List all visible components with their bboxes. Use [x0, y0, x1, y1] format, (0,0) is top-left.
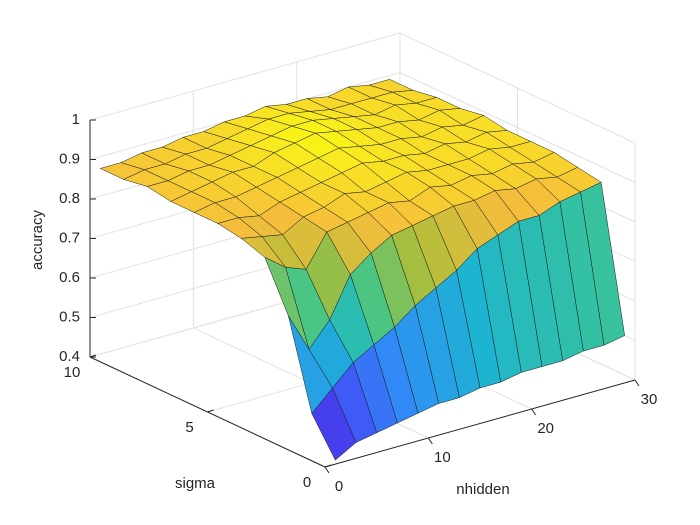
- x-tick: [634, 379, 640, 387]
- z-axis-label: accuracy: [29, 209, 46, 270]
- z-tick-label: 0.6: [59, 269, 80, 286]
- z-tick-label: 0.4: [59, 348, 80, 365]
- y-tick-label: 10: [64, 364, 81, 381]
- y-tick-label: 0: [303, 474, 311, 491]
- x-tick: [427, 437, 433, 445]
- z-tick-label: 1: [72, 111, 80, 128]
- x-tick-label: 20: [537, 420, 554, 437]
- x-tick-label: 10: [434, 449, 451, 466]
- y-tick: [207, 409, 214, 413]
- x-axis-label: nhidden: [456, 481, 509, 498]
- x-tick: [531, 408, 537, 416]
- z-tick-label: 0.8: [59, 190, 80, 207]
- z-tick-label: 0.9: [59, 150, 80, 167]
- x-axis: [324, 379, 636, 468]
- y-tick: [324, 464, 332, 468]
- grid-line: [89, 32, 401, 121]
- z-tick-label: 0.5: [59, 308, 80, 325]
- y-axis-label: sigma: [175, 475, 216, 492]
- x-tick-label: 30: [641, 391, 658, 408]
- z-tick-label: 0.7: [59, 229, 80, 246]
- x-tick-label: 0: [335, 478, 343, 495]
- surface-patch: [311, 387, 357, 461]
- x-tick: [324, 466, 330, 474]
- y-tick: [89, 354, 97, 358]
- y-tick-label: 5: [185, 419, 193, 436]
